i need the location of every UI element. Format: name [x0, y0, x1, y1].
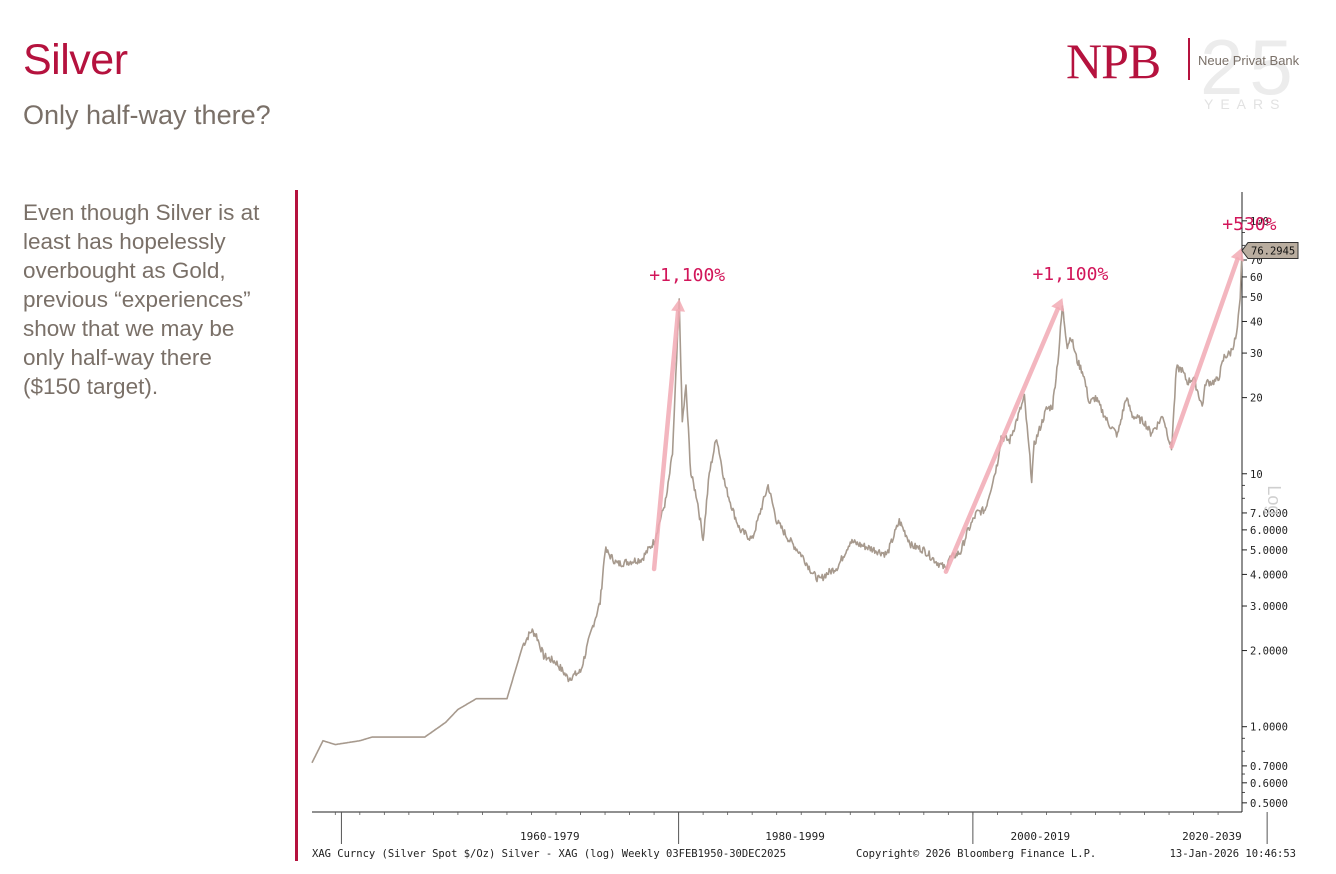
commentary-text: Even though Silver is at least has hopel… — [23, 200, 260, 399]
y-tick-label: 40 — [1250, 316, 1263, 328]
x-tick-label: 2020-2039 — [1182, 830, 1242, 843]
y-tick-label: 0.6000 — [1250, 778, 1288, 790]
trend-arrow — [1169, 257, 1240, 449]
trend-arrowhead — [1230, 248, 1245, 262]
silver-price-chart: 1960-1979 1980-1999 2000-2019 2020-2039 100 7… — [300, 186, 1336, 874]
source-right: 13-Jan-2026 10:46:53 — [1170, 848, 1296, 860]
chart-canvas: 1960-1979 1980-1999 2000-2019 2020-2039 100 7… — [311, 192, 1299, 860]
page-subtitle: Only half-way there? — [23, 100, 271, 130]
arrow-gain-label: +1,100% — [1032, 264, 1108, 285]
page-title: Silver — [23, 36, 128, 84]
y-tick-label: 70 — [1250, 255, 1263, 267]
trend-arrow — [651, 308, 681, 572]
y-tick-label: 4.0000 — [1250, 569, 1288, 581]
accent-divider — [295, 190, 298, 861]
y-tick-label: 20 — [1250, 393, 1263, 405]
y-tick-label: 0.5000 — [1250, 798, 1288, 810]
logo-bank-name: Neue Privat Bank — [1198, 53, 1300, 68]
trend-arrow — [943, 306, 1060, 574]
source-center: Copyright© 2026 Bloomberg Finance L.P. — [856, 848, 1096, 860]
y-tick-label: 50 — [1250, 292, 1263, 304]
y-tick-label: 100 — [1250, 216, 1269, 228]
npb-logo: 25 NPB Neue Privat Bank YEARS — [1066, 23, 1306, 116]
x-tick-label: 1980-1999 — [765, 830, 825, 843]
last-value-tag — [1241, 242, 1299, 260]
x-tick-label: 1960-1979 — [520, 830, 580, 843]
y-tick-label: 3.0000 — [1250, 601, 1288, 613]
y-tick-label: 60 — [1250, 272, 1263, 284]
log-scale-label: Log — [1264, 485, 1284, 515]
arrow-gain-label: +1,100% — [649, 265, 725, 286]
y-tick-label: 7.0000 — [1250, 508, 1288, 520]
y-tick-label: 0.7000 — [1250, 761, 1288, 773]
trend-arrowhead — [671, 299, 686, 312]
logo-anniversary-number: 25 — [1200, 23, 1299, 111]
arrow-gain-label: +530% — [1222, 214, 1276, 235]
y-tick-label: 5.0000 — [1250, 545, 1288, 557]
y-tick-label: 30 — [1250, 348, 1263, 360]
logo-wordmark: NPB — [1066, 33, 1161, 89]
logo-years-label: YEARS — [1204, 96, 1287, 112]
y-tick-label: 10 — [1250, 469, 1263, 481]
logo-divider — [1188, 38, 1190, 80]
silver-price-line — [311, 250, 1243, 764]
last-value-label: 76.2945 — [1251, 246, 1295, 258]
trend-arrowhead — [1051, 298, 1065, 312]
y-tick-label: 2.0000 — [1250, 646, 1288, 658]
y-tick-label: 6.0000 — [1250, 525, 1288, 537]
source-left: XAG Curncy (Silver Spot $/Oz) Silver - X… — [312, 848, 786, 860]
y-tick-label: 1.0000 — [1250, 722, 1288, 734]
x-tick-label: 2000-2019 — [1011, 830, 1071, 843]
